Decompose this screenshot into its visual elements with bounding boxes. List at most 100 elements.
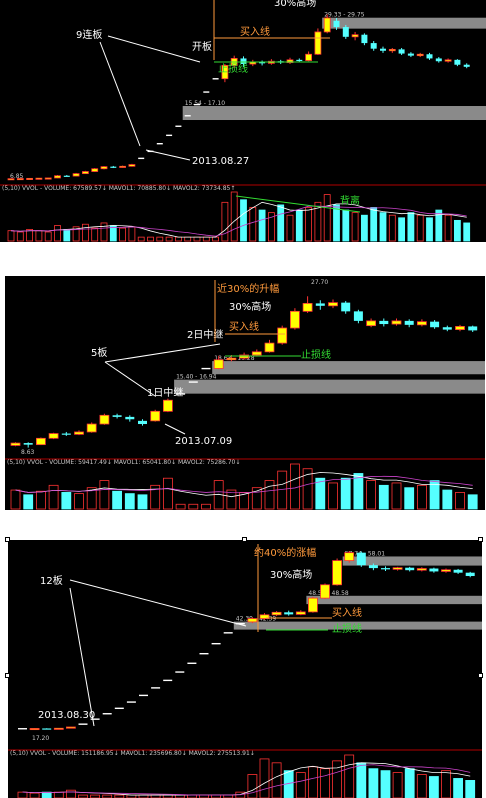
candle-body	[429, 568, 439, 572]
volume-bar	[380, 770, 391, 798]
volume-bar	[10, 489, 21, 510]
volume-bar	[453, 219, 461, 242]
candle-body	[125, 416, 135, 420]
volume-bar	[48, 484, 59, 510]
candle-body	[61, 433, 71, 435]
candle-body	[277, 327, 288, 344]
volume-bar	[184, 236, 192, 242]
volume-bar	[147, 236, 154, 242]
price-band	[322, 17, 486, 29]
volume-bar	[416, 214, 424, 242]
selection-handle[interactable]	[5, 673, 10, 678]
volume-bar	[416, 774, 427, 798]
candle-body	[463, 64, 470, 67]
candle-body	[126, 701, 136, 703]
indicator-label: (5,10) VVOL - VOLUME: 67589.57↓ MAVOL1: …	[2, 185, 235, 192]
volume-bar	[112, 490, 122, 510]
candle-body	[23, 443, 33, 445]
annotation-1-day-relay: 1日中继	[147, 386, 183, 399]
candle-body	[271, 611, 282, 616]
volume-bar	[320, 768, 330, 798]
volume-bar	[212, 236, 220, 242]
volume-bar	[221, 201, 229, 242]
volume-bar	[137, 494, 148, 510]
volume-bar	[314, 201, 322, 242]
candle-body	[465, 572, 475, 577]
candle-body	[91, 168, 99, 172]
price-band-label: 29.33 - 29.75	[324, 12, 365, 19]
volume-bar	[150, 484, 161, 510]
arrow-line	[104, 343, 221, 363]
arrow-line	[107, 35, 201, 63]
candle-body	[166, 134, 173, 137]
volume-bar	[165, 236, 173, 242]
candle-body	[213, 359, 224, 369]
selection-handle[interactable]	[5, 537, 10, 542]
volume-bar	[378, 484, 389, 510]
volume-bar	[444, 214, 452, 242]
volume-bar	[74, 493, 84, 510]
candle-body	[175, 671, 185, 673]
selection-handle[interactable]	[242, 537, 247, 542]
candle-body	[26, 177, 34, 180]
candle-body	[199, 652, 209, 655]
candle-body	[416, 321, 427, 326]
volume-bar	[100, 222, 108, 242]
volume-bar	[226, 489, 237, 510]
candle-body	[453, 569, 463, 573]
candle-body	[455, 326, 465, 331]
candle-body	[156, 143, 163, 145]
volume-bar	[277, 204, 285, 242]
volume-bar	[333, 204, 340, 242]
candle-body	[398, 49, 405, 54]
chart-panel-1: 15.54 - 17.10 29.33 - 29.75 (5,10) VVOL - …	[0, 0, 486, 242]
candle-body	[341, 302, 351, 312]
volume-bar	[240, 199, 247, 242]
volume-bar	[44, 231, 52, 242]
candle-body	[333, 20, 340, 28]
annotation-date: 2013.07.09	[175, 436, 232, 447]
volume-bar	[137, 236, 145, 242]
volume-bar	[428, 776, 439, 798]
price-band	[306, 595, 482, 605]
candle-body	[430, 321, 440, 328]
candle-body	[388, 48, 396, 52]
volume-ma-line	[10, 201, 467, 238]
candle-body	[162, 399, 173, 412]
candle-body	[66, 726, 76, 729]
candle-body	[344, 552, 355, 561]
candle-body	[380, 48, 386, 51]
candle-body	[187, 662, 197, 664]
candle-body	[328, 302, 338, 307]
selection-handle[interactable]	[478, 673, 483, 678]
candle-body	[247, 618, 258, 623]
candle-body	[370, 43, 377, 49]
candle-body	[102, 713, 112, 715]
candle-body	[251, 351, 262, 356]
candle-body	[379, 320, 389, 325]
volume-bar	[465, 780, 476, 798]
candle-body	[110, 166, 117, 168]
volume-bar	[368, 768, 379, 798]
candle-body	[86, 423, 97, 433]
candle-body	[259, 61, 266, 64]
volume-bar	[258, 209, 266, 242]
candle-body	[7, 178, 15, 181]
volume-bar	[247, 774, 258, 798]
candle-body	[138, 420, 147, 425]
candle-body	[307, 597, 318, 613]
candle-body	[72, 173, 80, 177]
candle-body	[296, 59, 303, 62]
volume-bar	[295, 772, 306, 798]
candle-body	[426, 54, 433, 59]
volume-bar	[119, 227, 126, 242]
annotation-30pct-top: 30%高场	[274, 0, 316, 9]
candle-body	[188, 381, 198, 383]
selection-handle[interactable]	[478, 537, 483, 542]
candle-body	[90, 718, 100, 720]
candle-body	[240, 58, 247, 65]
volume-bar	[230, 191, 238, 242]
